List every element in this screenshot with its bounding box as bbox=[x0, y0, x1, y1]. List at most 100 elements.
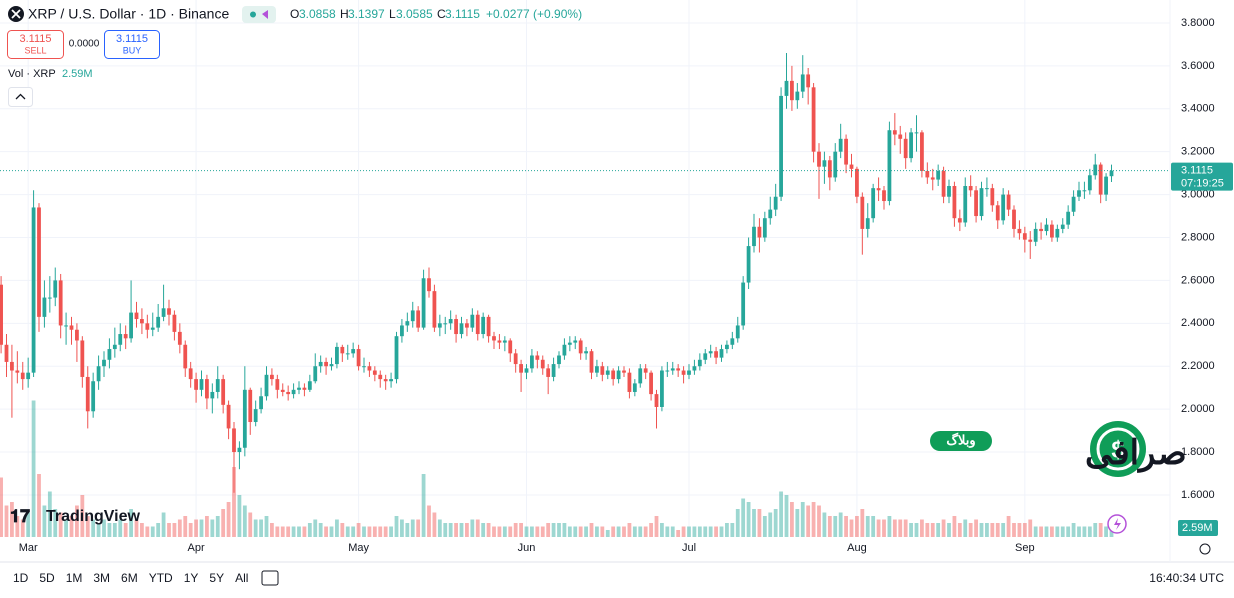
candle-body bbox=[226, 404, 231, 429]
timeframe-button[interactable]: 5Y bbox=[209, 571, 224, 585]
volume-bar bbox=[968, 523, 973, 537]
candle-body bbox=[280, 389, 285, 392]
volume-bar bbox=[221, 509, 226, 537]
volume-bar bbox=[1082, 526, 1087, 537]
low-key: L bbox=[389, 7, 396, 21]
volume-bar bbox=[1104, 526, 1108, 537]
volume-bar bbox=[703, 526, 708, 537]
candle-body bbox=[1104, 176, 1108, 195]
indicator-pill[interactable] bbox=[242, 6, 276, 23]
candle-body bbox=[681, 370, 686, 375]
volume-bar bbox=[0, 477, 3, 537]
y-tick-label: 3.2000 bbox=[1181, 146, 1215, 158]
volume-bar bbox=[188, 523, 193, 537]
volume-bar bbox=[232, 467, 236, 537]
volume-bar bbox=[194, 519, 198, 537]
volume-bar bbox=[291, 526, 296, 537]
candle-body bbox=[865, 218, 870, 229]
volume-bar bbox=[383, 526, 388, 537]
volume-bar bbox=[990, 523, 995, 537]
volume-bar bbox=[410, 519, 415, 537]
volume-bar bbox=[335, 519, 339, 537]
timeframe-button[interactable]: 1D bbox=[13, 571, 29, 585]
calendar-icon[interactable] bbox=[261, 570, 279, 586]
symbol-title[interactable]: XRP / U.S. Dollar · 1D · Binance bbox=[28, 6, 229, 22]
candle-body bbox=[410, 310, 415, 322]
timeframe-button[interactable]: 3M bbox=[93, 571, 110, 585]
candle-body bbox=[1033, 228, 1038, 242]
volume-bar bbox=[85, 516, 90, 537]
volume-bar bbox=[909, 523, 913, 537]
candle-body bbox=[91, 381, 96, 412]
volume-bar bbox=[107, 523, 112, 537]
volume-bar bbox=[811, 502, 816, 537]
sell-button[interactable] bbox=[7, 30, 64, 59]
candle-body bbox=[752, 226, 756, 247]
candle-body bbox=[492, 336, 496, 341]
volume-bar bbox=[649, 523, 653, 537]
candle-body bbox=[903, 138, 908, 159]
volume-bar bbox=[855, 516, 859, 537]
clock: 16:40:34 UTC bbox=[1149, 571, 1224, 585]
candle-body bbox=[432, 291, 437, 328]
timeframe-button[interactable]: 1M bbox=[66, 571, 83, 585]
watermark-badge bbox=[930, 431, 992, 451]
candle-body bbox=[990, 188, 995, 206]
volume-bar bbox=[367, 526, 372, 537]
candle-body bbox=[784, 80, 789, 96]
timeframe-button[interactable]: All bbox=[235, 571, 248, 585]
collapse-button[interactable] bbox=[8, 87, 33, 107]
candle-body bbox=[687, 370, 691, 375]
pill-dot bbox=[250, 11, 256, 18]
volume-bar bbox=[112, 523, 117, 537]
candle-body bbox=[833, 151, 838, 178]
x-tick-label: Sep bbox=[1015, 542, 1035, 554]
volume-bar bbox=[557, 523, 561, 537]
watermark-coin-ring bbox=[1096, 427, 1140, 471]
volume-title: Vol · XRP bbox=[8, 68, 56, 80]
candle-body bbox=[26, 372, 31, 380]
candle-body bbox=[329, 364, 334, 367]
volume-bar bbox=[31, 400, 36, 537]
timeframe-button[interactable]: 1Y bbox=[184, 571, 199, 585]
buy-button[interactable] bbox=[104, 30, 160, 59]
candle-body bbox=[947, 186, 951, 197]
volume-bar bbox=[784, 495, 789, 537]
candle-body bbox=[156, 316, 161, 328]
volume-bar bbox=[324, 526, 328, 537]
timeframe-button[interactable]: 6M bbox=[121, 571, 138, 585]
candle-body bbox=[351, 349, 356, 354]
candle-body bbox=[871, 188, 876, 219]
timeframe-button[interactable]: YTD bbox=[149, 571, 173, 585]
volume-bar bbox=[985, 523, 989, 537]
volume-bar bbox=[389, 526, 393, 537]
candle-body bbox=[345, 353, 350, 355]
candle-body bbox=[1109, 170, 1114, 177]
candle-body bbox=[692, 366, 697, 371]
volume-bar bbox=[145, 526, 150, 537]
candle-body bbox=[20, 372, 25, 380]
volume-bar bbox=[42, 505, 47, 537]
y-tick-label: 2.0000 bbox=[1181, 403, 1215, 415]
high-key: H bbox=[340, 7, 349, 21]
candle-body bbox=[589, 351, 594, 373]
candle-body bbox=[210, 391, 215, 399]
candle-body bbox=[1077, 190, 1081, 197]
x-tick-label: May bbox=[348, 542, 369, 554]
high-value: 3.1397 bbox=[348, 7, 385, 21]
candle-body bbox=[286, 391, 291, 395]
settings-icon[interactable] bbox=[1199, 543, 1211, 555]
volume-bar bbox=[752, 509, 756, 537]
candle-body bbox=[746, 246, 751, 283]
timeframe-button[interactable]: 5D bbox=[39, 571, 55, 585]
lightning-icon bbox=[1114, 518, 1121, 530]
candle-body bbox=[1028, 239, 1033, 242]
candle-body bbox=[665, 370, 670, 372]
candle-body bbox=[416, 310, 421, 328]
candle-body bbox=[199, 379, 204, 390]
candle-body bbox=[800, 74, 805, 92]
candle-body bbox=[1082, 190, 1087, 192]
volume-bar bbox=[513, 523, 518, 537]
x-tick-label: Jul bbox=[682, 542, 696, 554]
candle-body bbox=[1006, 194, 1011, 210]
